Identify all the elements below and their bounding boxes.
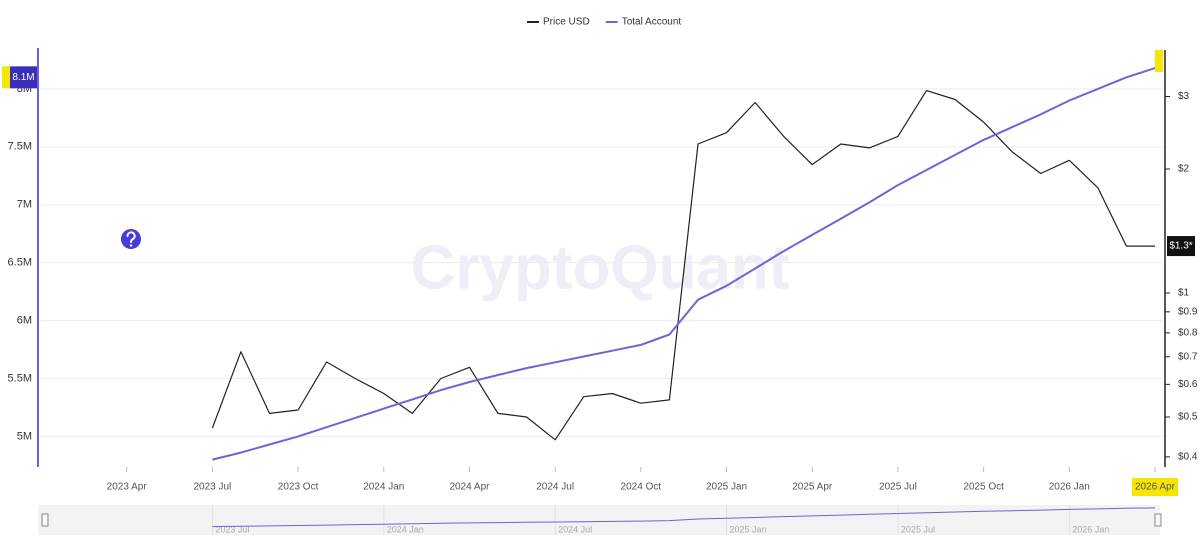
y-current-label: 8.1M [12,72,34,83]
navigator-handle-left[interactable] [41,513,49,527]
x-tick-label: 2023 Jul [193,482,231,493]
y2-tick-label: $0.5 [1178,412,1198,423]
legend-label: Price USD [543,17,590,28]
help-dot [129,244,133,247]
legend-label: Total Account [622,17,682,28]
y2-tick-label: $0.8 [1178,328,1198,339]
x-tick-label: 2025 Jan [706,482,747,493]
x-tick-label: 2024 Apr [449,482,490,493]
navigator-bg[interactable] [38,505,1160,535]
x-tick-label: 2024 Oct [621,482,662,493]
y2-current-highlight [1155,50,1163,72]
x-tick-label: 2026 Apr [1135,482,1176,493]
x-tick-highlight [1132,478,1178,496]
navigator-tick-label: 2025 Jan [730,524,767,534]
x-tick-label: 2023 Apr [107,482,148,493]
y2-tick-label: $1 [1178,288,1190,299]
navigator-tick-label: 2024 Jul [558,524,592,534]
y2-tick-label: $3 [1178,91,1190,102]
series-line [211,90,1155,441]
y-tick-label: 5M [17,430,32,442]
x-tick-label: 2025 Oct [963,482,1004,493]
x-tick-label: 2026 Jan [1049,482,1090,493]
y-tick-label: 6.5M [8,257,32,269]
x-tick-label: 2024 Jan [363,482,404,493]
y-tick-label: 6M [17,314,32,326]
navigator-line [212,507,1156,528]
help-circle[interactable] [121,229,141,249]
watermark: CryptoQuant [411,233,790,302]
y2-tick-label: $0.4 [1178,452,1198,463]
x-tick-label: 2024 Jul [536,482,574,493]
y2-tick-label: $0.7 [1178,351,1198,362]
navigator-tick-label: 2024 Jan [387,524,424,534]
y-tick-label: 5.5M [8,372,32,384]
y2-current-tag [1167,236,1195,257]
grid-layer [40,88,1163,437]
y-tick-label: 7M [17,199,32,211]
y2-tick-label: $2 [1178,164,1190,175]
help-glyph [126,231,136,243]
x-tick-label: 2025 Apr [792,482,833,493]
y2-current-label: $1.3* [1169,241,1192,252]
y-tick-label: 7.5M [8,141,32,153]
navigator-tick-label: 2026 Jan [1072,524,1109,534]
navigator-tick-label: 2025 Jul [901,524,935,534]
y2-tick-label: $0.6 [1178,379,1198,390]
navigator-tick-label: 2023 Jul [215,524,249,534]
series-line [212,67,1156,461]
y2-tick-label: $0.9 [1178,306,1198,317]
y-current-tag [10,66,37,89]
x-tick-label: 2023 Oct [278,482,319,493]
navigator-layer: 2023 Jul 2024 Jan 2024 Jul 2025 Jan 2025 Jul… [211,505,1156,535]
y-current-highlight [2,66,10,89]
x-tick-label: 2025 Jul [879,482,917,493]
main-layer: 5M5.5M6M6.5M7M7.5M8M$0.4$0.5$0.6$0.7$0.8… [2,17,1198,496]
help-icon[interactable] [121,229,141,249]
navigator-handle-right[interactable] [1154,513,1162,527]
